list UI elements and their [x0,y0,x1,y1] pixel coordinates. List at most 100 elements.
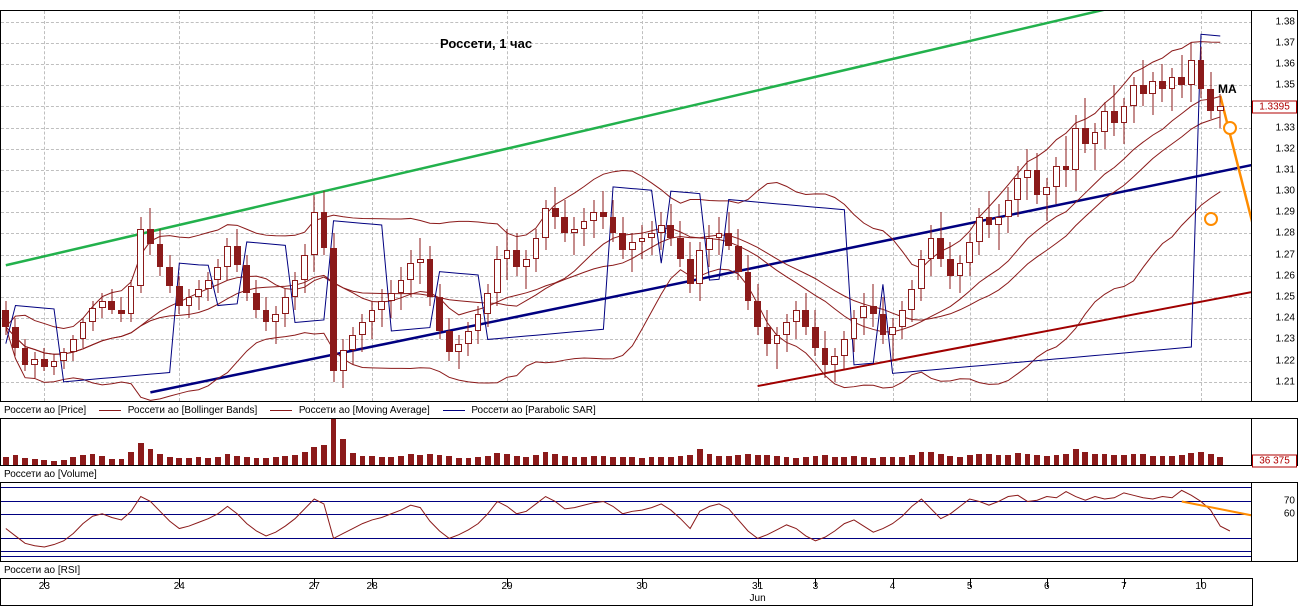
candle[interactable] [610,11,617,401]
candle[interactable] [899,11,906,401]
volume-bar[interactable] [707,454,713,465]
candle[interactable] [533,11,540,401]
candle[interactable] [475,11,482,401]
volume-bar[interactable] [398,456,404,465]
candle[interactable] [870,11,877,401]
volume-bar[interactable] [466,458,472,465]
volume-bar[interactable] [938,454,944,465]
volume-bar[interactable] [928,452,934,465]
candle[interactable] [455,11,462,401]
volume-bar[interactable] [533,455,539,465]
candle[interactable] [619,11,626,401]
candle[interactable] [1121,11,1128,401]
candle[interactable] [80,11,87,401]
candle[interactable] [157,11,164,401]
candle[interactable] [513,11,520,401]
volume-bar[interactable] [128,452,134,465]
volume-bar[interactable] [552,454,558,465]
volume-bar[interactable] [1082,452,1088,465]
volume-bar[interactable] [880,457,886,465]
candle[interactable] [793,11,800,401]
volume-bar[interactable] [408,454,414,465]
volume-bar[interactable] [80,455,86,465]
candle[interactable] [1014,11,1021,401]
volume-bar[interactable] [99,456,105,465]
volume-bar[interactable] [225,454,231,465]
candle[interactable] [860,11,867,401]
candle[interactable] [99,11,106,401]
volume-bar[interactable] [148,449,154,465]
volume-bar[interactable] [311,447,317,465]
candle[interactable] [41,11,48,401]
volume-bar[interactable] [427,454,433,465]
candle[interactable] [764,11,771,401]
candle[interactable] [677,11,684,401]
candle[interactable] [542,11,549,401]
candle[interactable] [880,11,887,401]
candle[interactable] [1092,11,1099,401]
volume-bar[interactable] [610,457,616,465]
candle[interactable] [754,11,761,401]
candle[interactable] [957,11,964,401]
volume-bar[interactable] [870,458,876,465]
volume-bar[interactable] [417,455,423,465]
volume-bar[interactable] [996,455,1002,465]
volume-bar[interactable] [764,455,770,465]
candle[interactable] [1149,11,1156,401]
candle[interactable] [1188,11,1195,401]
volume-bar[interactable] [1005,455,1011,465]
volume-bar[interactable] [986,454,992,465]
volume-bar[interactable] [947,456,953,465]
volume-bar[interactable] [1111,455,1117,465]
volume-bar[interactable] [745,454,751,465]
volume-bar[interactable] [919,452,925,465]
candle[interactable] [407,11,414,401]
candle[interactable] [986,11,993,401]
volume-bar[interactable] [70,457,76,465]
volume-bar[interactable] [957,457,963,465]
candle[interactable] [340,11,347,401]
volume-bar[interactable] [687,455,693,465]
volume-bar[interactable] [572,457,578,465]
volume-bar[interactable] [1092,454,1098,465]
candle[interactable] [2,11,9,401]
volume-bar[interactable] [822,455,828,465]
volume-bar[interactable] [774,456,780,465]
candle[interactable] [465,11,472,401]
volume-bar[interactable] [3,457,9,465]
candle[interactable] [1101,11,1108,401]
candle[interactable] [427,11,434,401]
candle[interactable] [494,11,501,401]
candle[interactable] [253,11,260,401]
candle[interactable] [186,11,193,401]
candle[interactable] [166,11,173,401]
candle[interactable] [195,11,202,401]
candle[interactable] [1178,11,1185,401]
candle[interactable] [12,11,19,401]
candle[interactable] [841,11,848,401]
volume-bar[interactable] [205,458,211,465]
volume-bar[interactable] [629,457,635,465]
candle[interactable] [205,11,212,401]
volume-bar[interactable] [119,459,125,465]
volume-bar[interactable] [851,456,857,465]
volume-bar[interactable] [446,456,452,465]
candle[interactable] [417,11,424,401]
candle[interactable] [1043,11,1050,401]
volume-bar[interactable] [1179,455,1185,465]
volume-bar[interactable] [562,456,568,465]
volume-bar[interactable] [254,458,260,465]
candle[interactable] [1140,11,1147,401]
candle[interactable] [581,11,588,401]
volume-bar[interactable] [967,455,973,465]
volume-bar[interactable] [1034,455,1040,465]
candle[interactable] [812,11,819,401]
candle[interactable] [108,11,115,401]
volume-bar[interactable] [388,457,394,465]
volume-bar[interactable] [784,457,790,465]
candle[interactable] [822,11,829,401]
candle[interactable] [1005,11,1012,401]
candle[interactable] [176,11,183,401]
candle[interactable] [523,11,530,401]
candle[interactable] [22,11,29,401]
